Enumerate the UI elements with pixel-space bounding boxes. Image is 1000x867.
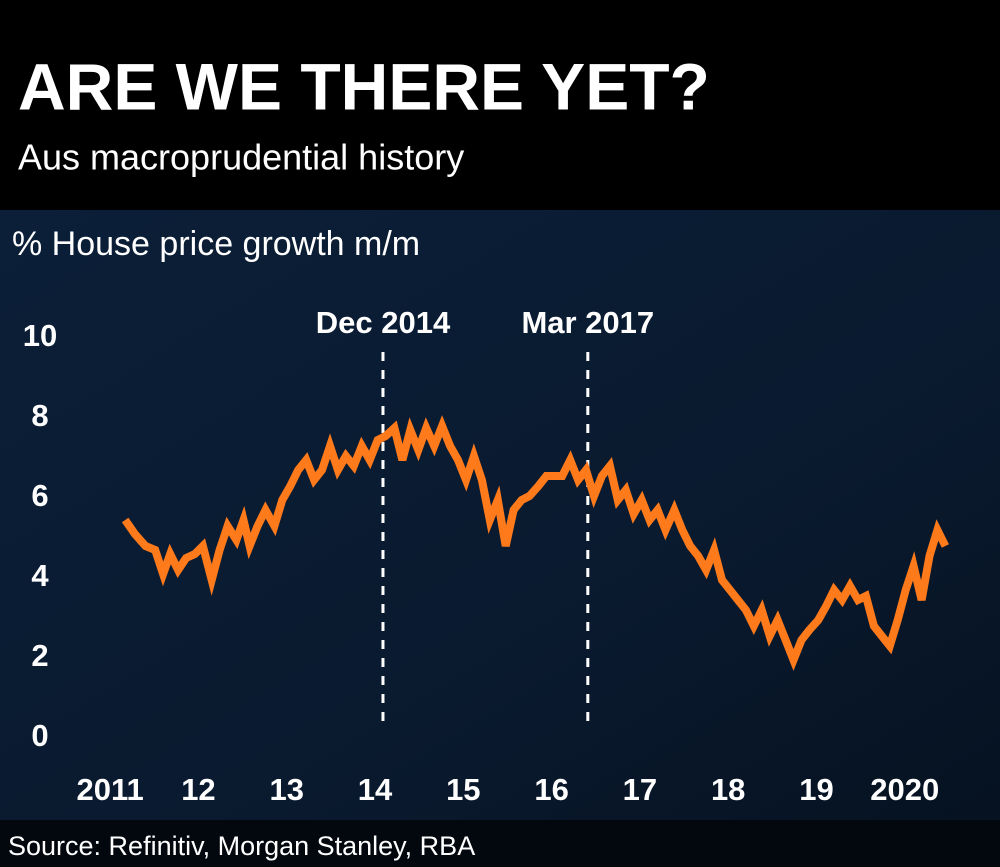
- x-tick-label: 14: [358, 772, 393, 807]
- x-tick-label: 2011: [77, 772, 144, 807]
- x-tick-label: 13: [269, 772, 303, 807]
- source: Source: Refinitiv, Morgan Stanley, RBA: [8, 831, 475, 861]
- chart-subtitle: Aus macroprudential history: [18, 137, 464, 178]
- x-tick-label: 16: [534, 772, 568, 807]
- x-tick-label: 17: [623, 772, 657, 807]
- x-tick-label: 19: [799, 772, 833, 807]
- annotation-label: Mar 2017: [521, 305, 654, 340]
- y-tick-label: 10: [23, 318, 57, 353]
- x-tick-label: 12: [181, 772, 215, 807]
- y-tick-label: 6: [31, 478, 48, 513]
- annotation-label: Dec 2014: [316, 305, 451, 340]
- y-tick-label: 2: [31, 638, 48, 673]
- data-line: [121, 415, 949, 671]
- y-tick-label: 0: [31, 718, 48, 753]
- chart-title: ARE WE THERE YET?: [18, 49, 710, 123]
- x-tick-label: 2020: [870, 772, 939, 807]
- x-tick-label: 18: [711, 772, 745, 807]
- y-tick-label: 4: [31, 558, 49, 593]
- header-bg: [0, 0, 1000, 210]
- x-tick-label: 15: [446, 772, 480, 807]
- y-axis-label: % House price growth m/m: [12, 225, 420, 263]
- y-tick-label: 8: [31, 398, 48, 433]
- footer-bg: [0, 820, 1000, 867]
